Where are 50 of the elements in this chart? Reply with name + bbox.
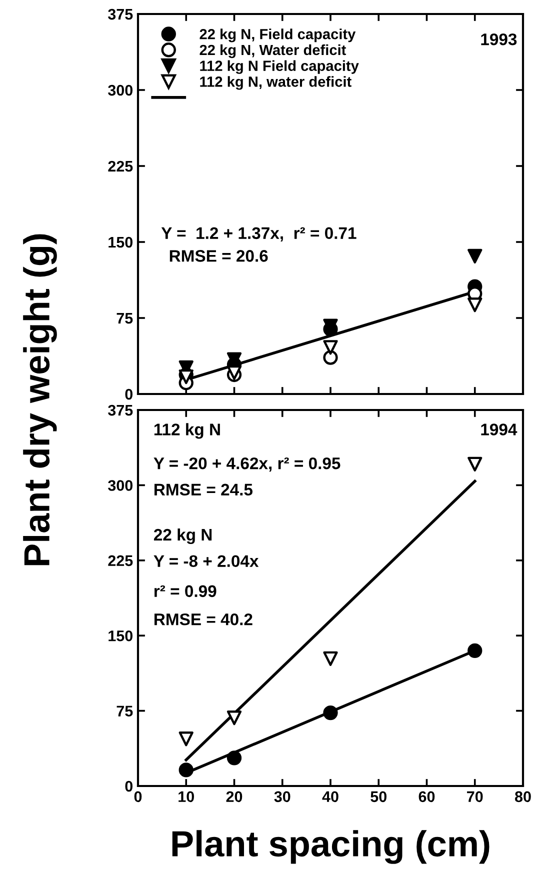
annotation: Y = -8 + 2.04x	[154, 555, 259, 567]
y-tick-label: 300	[108, 84, 133, 96]
annotation: Y = 1.2 + 1.37x, r² = 0.71	[161, 227, 356, 242]
annotation: r² = 0.99	[154, 585, 216, 598]
point	[468, 298, 482, 312]
y-tick-label: 0	[125, 780, 133, 792]
x-axis-title: Plant spacing (cm)	[172, 830, 490, 864]
y-tick-label: 225	[108, 555, 133, 566]
annotation: RMSE = 24.5	[154, 484, 253, 496]
y-tick-label: 75	[116, 313, 133, 324]
legend-label: 22 kg N, Field capacity	[200, 28, 356, 42]
point	[323, 651, 338, 666]
point	[178, 762, 194, 778]
x-tick-label: 20	[226, 791, 242, 802]
y-tick-label: 150	[108, 630, 133, 642]
x-tick-label: 50	[370, 791, 386, 802]
x-tick-label: 30	[274, 791, 290, 802]
x-tick-label: 0	[134, 791, 142, 802]
point	[468, 456, 482, 472]
point	[226, 710, 242, 726]
point	[468, 643, 482, 658]
y-tick-label: 150	[108, 236, 133, 248]
point	[323, 705, 338, 720]
annotation: 1993	[481, 33, 517, 46]
point	[323, 350, 338, 365]
x-tick-label: 80	[514, 791, 531, 802]
point	[178, 732, 194, 746]
point	[226, 750, 242, 766]
annotation: RMSE = 20.6	[170, 250, 268, 262]
legend-label: 112 kg N Field capacity	[200, 60, 359, 74]
y-tick-label: 300	[108, 480, 133, 491]
annotation: RMSE = 40.2	[154, 613, 252, 626]
point	[323, 340, 338, 355]
point	[468, 248, 482, 264]
y-tick-label: 0	[125, 388, 133, 400]
y-axis-title: Plant dry weight (g)	[23, 234, 57, 566]
y-tick-label: 375	[108, 8, 133, 20]
y-tick-label: 225	[108, 160, 133, 172]
x-tick-label: 60	[418, 791, 435, 802]
x-tick-label: 10	[178, 791, 194, 802]
legend-label: 22 kg N, Water deficit	[200, 44, 346, 58]
annotation: 112 kg N	[154, 423, 220, 439]
legend-label: 112 kg N, water deficit	[200, 76, 352, 90]
y-tick-label: 375	[108, 404, 133, 416]
y-tick-label: 75	[116, 706, 133, 716]
annotation: 22 kg N	[154, 528, 212, 544]
x-tick-label: 70	[467, 791, 483, 802]
x-tick-label: 40	[322, 791, 338, 802]
annotation: Y = -20 + 4.62x, r² = 0.95	[154, 457, 340, 472]
annotation: 1994	[481, 424, 518, 436]
